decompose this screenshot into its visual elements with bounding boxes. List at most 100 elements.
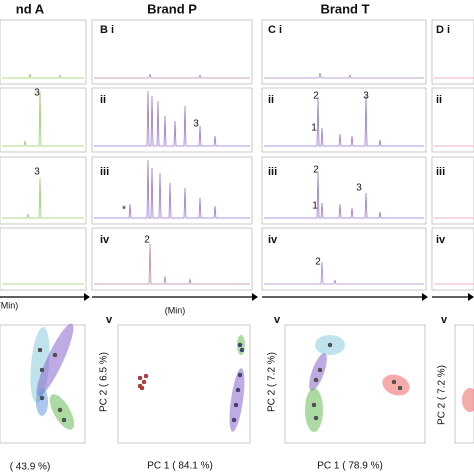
sample-point	[141, 379, 147, 385]
layout	[0, 19, 474, 444]
time-axis-label: (Min)	[0, 300, 18, 310]
pca-frame	[284, 324, 426, 444]
panel-frame	[261, 87, 427, 153]
pc1-label: PC 1 ( 78.9 %)	[317, 461, 383, 472]
sample-point	[235, 387, 241, 393]
sample-point	[57, 407, 63, 413]
trace	[264, 172, 424, 219]
peak-label: 3	[193, 119, 199, 130]
peak-label: 3	[356, 183, 362, 194]
trace	[2, 73, 84, 79]
arrow-head	[422, 293, 428, 301]
panel-frame	[0, 87, 87, 153]
trace	[2, 90, 84, 147]
trace	[264, 261, 424, 285]
arrow-head	[84, 293, 90, 301]
peak-label: 1	[311, 123, 317, 134]
panel-label: v	[274, 314, 281, 326]
peak-label: 2	[315, 257, 321, 268]
cluster-ellipse	[36, 388, 48, 416]
sample-point	[137, 383, 143, 389]
sample-point	[231, 417, 237, 423]
panel-label: iv	[436, 234, 446, 246]
arrow-head	[252, 293, 258, 301]
peak-label: 1	[312, 201, 318, 212]
panel-frame	[91, 227, 253, 291]
panel-frame	[431, 87, 474, 153]
trace	[2, 177, 84, 219]
panel-label: ii	[436, 94, 442, 106]
cluster-ellipse	[229, 368, 245, 432]
sample-point	[137, 375, 143, 381]
panel-label: v	[106, 314, 113, 326]
peak-label: 3	[363, 91, 369, 102]
sample-point	[391, 379, 397, 385]
trace	[264, 72, 424, 79]
cluster-ellipse	[49, 394, 75, 430]
peak-label: 3	[34, 167, 40, 178]
sample-point	[39, 367, 45, 373]
panel-label: iv	[100, 234, 110, 246]
panel-label: D i	[436, 24, 450, 36]
trace	[94, 159, 250, 219]
pc2-label: PC 2 ( 7.2 %)	[267, 352, 278, 412]
panel-frame	[431, 156, 474, 225]
pc2-label: PC 2 ( 7.2 %)	[437, 365, 448, 425]
sample-point	[233, 402, 239, 408]
header: Brand P	[147, 1, 197, 16]
trace	[264, 95, 424, 147]
cluster-ellipse	[36, 323, 74, 397]
panel-frame	[261, 19, 427, 85]
pc2-label: PC 2 ( 6.5 %)	[99, 352, 110, 412]
pca-frame	[117, 324, 251, 444]
time-axis-label: (Min)	[165, 305, 186, 315]
sample-point	[239, 347, 245, 353]
panel-frame	[91, 19, 253, 85]
panel-label: iii	[436, 166, 445, 178]
sample-point	[237, 372, 243, 378]
sample-point	[39, 395, 45, 401]
cluster-ellipse	[305, 388, 323, 432]
sample-point	[61, 417, 67, 423]
trace	[94, 90, 250, 147]
sample-point	[311, 402, 317, 408]
panel-label: B i	[100, 24, 114, 36]
cluster-ellipse	[309, 353, 327, 391]
panel-frame	[261, 227, 427, 291]
header: nd A	[16, 1, 45, 16]
sample-point	[397, 385, 403, 391]
panel-frame	[91, 156, 253, 225]
panel-label: ii	[100, 94, 106, 106]
arrow-head	[468, 293, 474, 301]
panel-label: ii	[268, 94, 274, 106]
sample-point	[143, 373, 149, 379]
sample-point	[52, 352, 58, 358]
pc1-label: PC 1 ( 84.1 %)	[147, 461, 213, 472]
panel-label: v	[441, 314, 448, 326]
peak-label: *	[122, 205, 126, 216]
header: Brand T	[320, 1, 369, 16]
sample-point	[313, 377, 319, 383]
pc1-label: ( 43.9 %)	[10, 462, 51, 473]
panel-frame	[261, 156, 427, 225]
sample-point	[237, 342, 243, 348]
trace	[94, 73, 250, 79]
panel-frame	[91, 87, 253, 153]
peak-label: 2	[313, 91, 319, 102]
panel-frame	[0, 19, 87, 85]
panel-label: C i	[268, 24, 282, 36]
sample-point	[327, 342, 333, 348]
panel-frame	[0, 227, 87, 291]
panel-frame	[431, 19, 474, 85]
panel-label: iv	[268, 234, 278, 246]
sample-point	[317, 367, 323, 373]
pca-frame	[454, 324, 474, 444]
cluster-ellipse	[382, 374, 410, 396]
panel-label: iii	[268, 166, 277, 178]
cluster-ellipse	[462, 388, 474, 412]
panel-label: iii	[100, 166, 109, 178]
trace	[94, 243, 250, 285]
sample-point	[37, 347, 43, 353]
panel-frame	[0, 156, 87, 225]
